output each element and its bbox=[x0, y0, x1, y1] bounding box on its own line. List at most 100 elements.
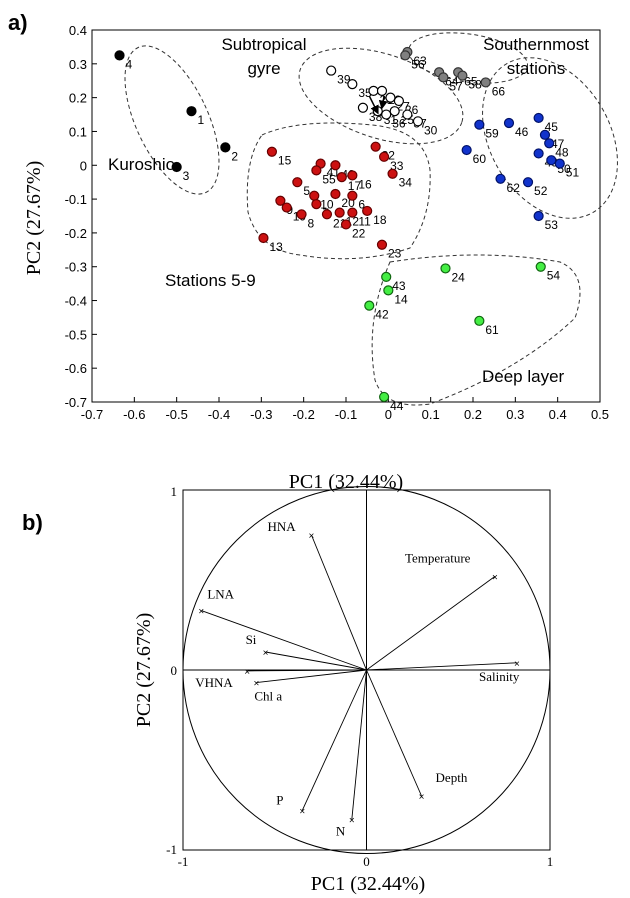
point-label: 8 bbox=[308, 216, 315, 230]
y-axis-title-a: PC2 (27.67%) bbox=[23, 161, 45, 275]
x-axis-title-b: PC1 (32.44%) bbox=[311, 873, 425, 895]
point-label: 60 bbox=[473, 152, 487, 166]
data-point bbox=[533, 112, 544, 124]
vector-endpoint-salinity: × bbox=[514, 659, 520, 670]
y-tick-label: -0.4 bbox=[65, 294, 87, 309]
data-point bbox=[347, 170, 358, 181]
data-point bbox=[347, 79, 358, 90]
data-point bbox=[379, 151, 390, 162]
point-label: 62 bbox=[507, 181, 521, 195]
point-label: 52 bbox=[534, 184, 548, 198]
y-tick-label: -0.1 bbox=[65, 192, 87, 207]
panel-b-label: b) bbox=[22, 510, 43, 535]
data-point bbox=[347, 207, 358, 218]
data-point bbox=[296, 209, 307, 220]
data-point bbox=[292, 177, 303, 188]
point-label: 6 bbox=[358, 198, 365, 212]
variable-label-salinity: Salinity bbox=[479, 669, 520, 684]
tick-labels-b: -1 0 1 1 0 -1 bbox=[166, 484, 553, 869]
data-point bbox=[368, 85, 379, 96]
data-point bbox=[258, 232, 269, 244]
data-point bbox=[311, 165, 322, 176]
y-tick-label: 0.1 bbox=[69, 124, 87, 139]
data-point bbox=[539, 129, 551, 140]
point-label: 23 bbox=[388, 247, 402, 261]
point-label: 58 bbox=[468, 78, 482, 92]
point-label: 4 bbox=[126, 57, 133, 71]
group-labels: Subtropical gyre Southernmost stations Kuros… bbox=[108, 35, 589, 386]
outline-eastern bbox=[482, 57, 618, 219]
x-tick-label: 0 bbox=[385, 407, 392, 422]
data-point bbox=[387, 168, 398, 179]
y-tick-label: -0.5 bbox=[65, 327, 87, 342]
data-point bbox=[503, 117, 515, 129]
y-axis-title-b: PC2 (27.67%) bbox=[133, 613, 155, 727]
data-point bbox=[474, 119, 485, 130]
outline-subtropical-gyre bbox=[298, 47, 464, 145]
data-point bbox=[370, 141, 381, 152]
y-axis-ticks-a: 0.4 0.3 0.2 0.1 0 -0.1 -0.2 -0.3 -0.4 -0.5 -0.6 -0.… bbox=[65, 23, 97, 410]
y-tick-label: -1 bbox=[166, 842, 177, 857]
series-deep-layer: 43 24 54 14 42 61 44 bbox=[364, 261, 560, 413]
y-tick-label: 0 bbox=[80, 158, 87, 173]
point-label: 59 bbox=[485, 127, 499, 141]
point-label: 17 bbox=[348, 179, 362, 193]
vector-temperature bbox=[366, 576, 496, 671]
vector-chl-a bbox=[256, 669, 367, 684]
correlation-circle bbox=[182, 486, 551, 854]
data-point bbox=[522, 177, 534, 188]
data-point bbox=[495, 173, 506, 184]
vector-endpoint-depth: × bbox=[419, 792, 425, 803]
y-tick-label: 0 bbox=[171, 663, 178, 678]
data-point bbox=[461, 144, 472, 156]
y-tick-label: 0.4 bbox=[69, 23, 87, 38]
data-point bbox=[330, 188, 341, 200]
x-tick-label: 0.2 bbox=[464, 407, 482, 422]
x-tick-label: -0.7 bbox=[81, 407, 103, 422]
point-label: 45 bbox=[545, 120, 559, 134]
vector-endpoint-temperature: × bbox=[492, 572, 498, 583]
vector-endpoint-n: × bbox=[349, 815, 355, 826]
data-point bbox=[385, 92, 396, 103]
data-point bbox=[171, 161, 182, 173]
point-label: 2 bbox=[231, 149, 238, 163]
data-point bbox=[393, 95, 405, 107]
data-point bbox=[544, 138, 555, 149]
data-point bbox=[379, 391, 390, 403]
data-point bbox=[364, 300, 375, 311]
group-label: Subtropical bbox=[221, 35, 306, 54]
data-point bbox=[186, 106, 197, 117]
point-label: 18 bbox=[373, 213, 387, 227]
data-point bbox=[440, 263, 451, 274]
point-label: 14 bbox=[394, 292, 408, 306]
x-tick-label: 0.3 bbox=[506, 407, 524, 422]
point-label: 46 bbox=[515, 125, 529, 139]
point-label: 15 bbox=[278, 154, 292, 168]
vector-endpoint-p: × bbox=[299, 806, 305, 817]
point-label: 5 bbox=[303, 184, 310, 198]
group-label: Stations 5-9 bbox=[165, 271, 256, 290]
point-label: 44 bbox=[390, 399, 404, 413]
y-tick-label: -0.6 bbox=[65, 361, 87, 376]
group-outlines bbox=[124, 32, 618, 406]
vector-depth bbox=[366, 669, 422, 797]
y-tick-label: -0.7 bbox=[65, 395, 87, 410]
panel-b: b) -1 0 110-1 ×HNA×Temperature×LNA×Si×Sali… bbox=[22, 484, 553, 895]
x-tick-label: 1 bbox=[547, 854, 554, 869]
point-label: 65 bbox=[464, 74, 478, 88]
point-label: 61 bbox=[485, 323, 499, 337]
y-tick-label: 0.3 bbox=[69, 57, 87, 72]
data-point bbox=[336, 172, 347, 183]
x-tick-label: 0.5 bbox=[591, 407, 609, 422]
data-point bbox=[400, 50, 411, 61]
variable-label-hna: HNA bbox=[267, 519, 296, 534]
data-point bbox=[357, 102, 369, 113]
outline-stations-5-9 bbox=[246, 122, 431, 260]
data-point bbox=[480, 77, 491, 88]
data-point bbox=[334, 207, 345, 218]
x-axis-ticks-a: -0.7 -0.6 -0.5 -0.4 -0.3 -0.2 -0.1 0 0.1 0.2 0.3 0.… bbox=[81, 397, 609, 422]
series-stations-5-9: 1541403255163351734102069719821121118221… bbox=[258, 141, 412, 261]
data-point bbox=[326, 65, 337, 76]
